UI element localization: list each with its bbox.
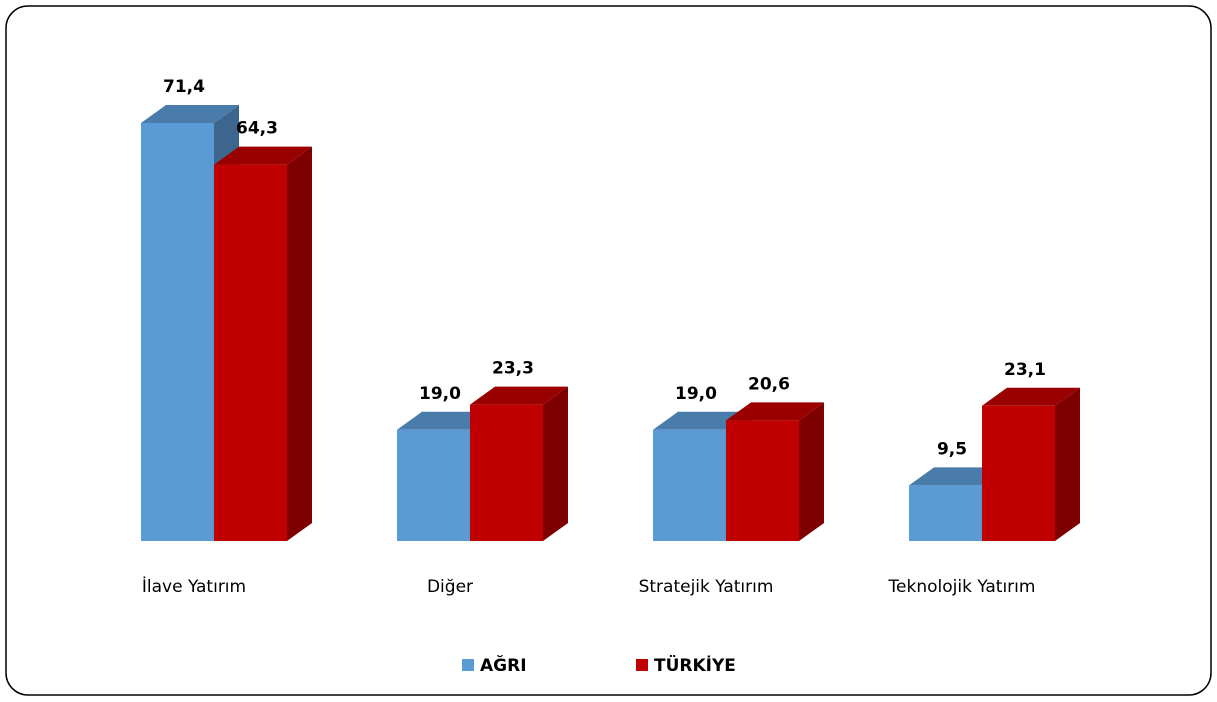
data-label: 19,0 (419, 384, 461, 404)
x-tick-label: Teknolojik Yatırım (888, 577, 1036, 597)
data-label: 23,1 (1004, 360, 1046, 380)
data-label: 64,3 (236, 119, 278, 139)
bar (982, 387, 1080, 541)
legend-label: TÜRKİYE (654, 654, 736, 676)
x-tick-label: Diğer (427, 577, 473, 597)
bar-front (397, 429, 470, 541)
x-tick-label: İlave Yatırım (142, 576, 246, 597)
bar (726, 402, 824, 541)
bar-side (287, 146, 312, 541)
bar-top (726, 402, 824, 421)
bar-front (141, 123, 214, 541)
legend-label: AĞRI (480, 654, 527, 676)
data-label: 19,0 (675, 384, 717, 404)
bar-front (214, 164, 287, 541)
bar-side (543, 386, 568, 541)
bar-front (982, 405, 1055, 541)
legend-swatch (462, 659, 474, 671)
bar-top (214, 146, 312, 165)
legend-swatch (636, 659, 648, 671)
bar-top (470, 386, 568, 405)
bar-top (982, 387, 1080, 406)
x-tick-label: Stratejik Yatırım (639, 577, 774, 597)
bar (470, 386, 568, 541)
bar-side (799, 402, 824, 541)
bar-front (653, 429, 726, 541)
data-label: 9,5 (937, 439, 967, 459)
data-label: 20,6 (748, 374, 790, 394)
bar (214, 146, 312, 541)
bar-front (909, 485, 982, 541)
data-label: 71,4 (163, 77, 205, 97)
bar-top (141, 105, 239, 123)
bar-front (726, 420, 799, 541)
bar-side (1055, 387, 1080, 541)
data-label: 23,3 (492, 359, 534, 379)
bar-front (470, 404, 543, 541)
